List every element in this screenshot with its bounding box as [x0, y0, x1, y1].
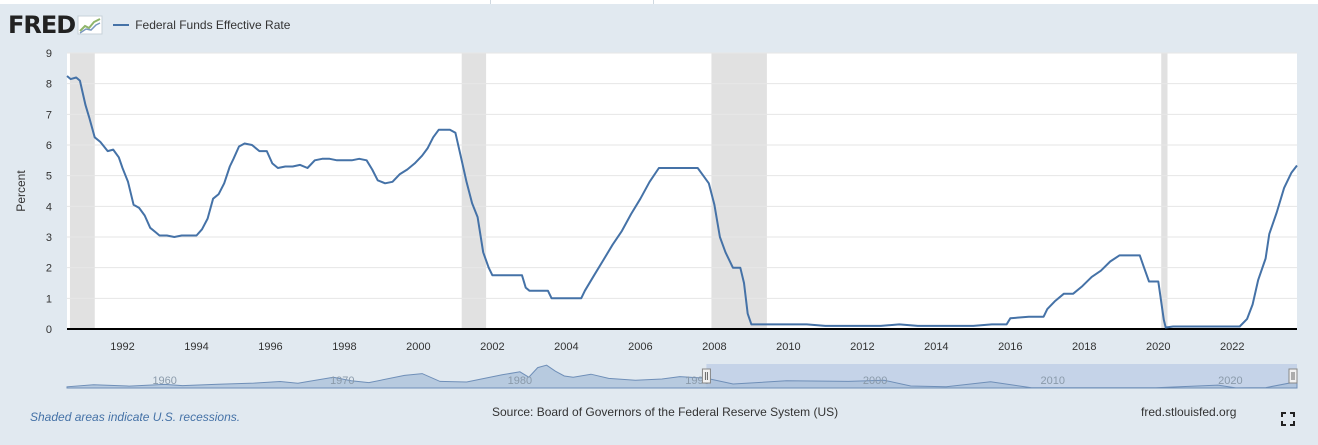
y-axis-title: Percent [14, 170, 28, 212]
y-tick-label: 8 [46, 79, 52, 91]
chart-legend[interactable]: Federal Funds Effective Rate [113, 18, 290, 32]
top-tab-strip [0, 0, 1318, 4]
source-text: Source: Board of Governors of the Federa… [492, 405, 839, 419]
x-tick-label: 2020 [1146, 341, 1170, 353]
navigator-tick-label: 2020 [1218, 375, 1242, 387]
x-tick-label: 1998 [332, 341, 356, 353]
x-tick-label: 2006 [628, 341, 652, 353]
x-tick-label: 2016 [998, 341, 1022, 353]
recession-note: Shaded areas indicate U.S. recessions. [30, 410, 241, 424]
series-line[interactable] [66, 75, 1298, 329]
chart-svg[interactable]: 0 1 2 3 4 5 6 7 8 9 1992 1994 1996 1998 2000 2002 2004 20… [0, 0, 1318, 400]
navigator-series-area [66, 364, 1298, 389]
x-tick-label: 2004 [554, 341, 578, 353]
x-tick-label: 2012 [850, 341, 874, 353]
navigator-right-handle[interactable] [1288, 368, 1298, 384]
navigator-tick-label: 2010 [1041, 375, 1065, 387]
recession-band [711, 53, 767, 329]
recession-band [69, 53, 95, 329]
y-tick-label: 7 [46, 109, 52, 121]
x-tick-label: 1996 [258, 341, 282, 353]
navigator-tick-label: 1970 [330, 375, 354, 387]
plot-area [67, 53, 1297, 329]
y-tick-label: 4 [46, 201, 52, 213]
x-tick-label: 2014 [924, 341, 948, 353]
chart-header: FRED Federal Funds Effective Rate [8, 10, 290, 40]
y-tick-label: 2 [46, 263, 52, 275]
y-tick-label: 9 [46, 48, 52, 60]
x-tick-label: 2008 [702, 341, 726, 353]
recession-band [461, 53, 487, 329]
x-tick-label: 2000 [406, 341, 430, 353]
y-tick-label: 3 [46, 232, 52, 244]
legend-label: Federal Funds Effective Rate [135, 18, 291, 32]
x-tick-label: 1994 [184, 341, 208, 353]
recession-band [1161, 53, 1168, 329]
navigator-tick-label: 1980 [508, 375, 532, 387]
fullscreen-icon[interactable] [1281, 412, 1295, 426]
y-tick-label: 6 [46, 140, 52, 152]
navigator-tick-label: 2000 [863, 375, 887, 387]
navigator-left-handle[interactable] [701, 368, 711, 384]
tab-divider [490, 0, 491, 4]
x-tick-label: 2022 [1220, 341, 1244, 353]
x-tick-label: 2018 [1072, 341, 1096, 353]
x-tick-label: 2002 [480, 341, 504, 353]
fred-chart-logo-icon [77, 15, 103, 35]
y-tick-label: 5 [46, 171, 52, 183]
x-tick-label: 1992 [110, 341, 134, 353]
x-tick-label: 2010 [776, 341, 800, 353]
tab-divider [653, 0, 654, 4]
navigator-tick-label: 1960 [152, 375, 176, 387]
y-tick-label: 0 [46, 324, 52, 336]
fred-logo[interactable]: FRED [8, 11, 76, 39]
source-url-link[interactable]: fred.stlouisfed.org [1141, 405, 1237, 419]
legend-line-swatch [113, 24, 130, 26]
y-tick-label: 1 [46, 293, 52, 305]
